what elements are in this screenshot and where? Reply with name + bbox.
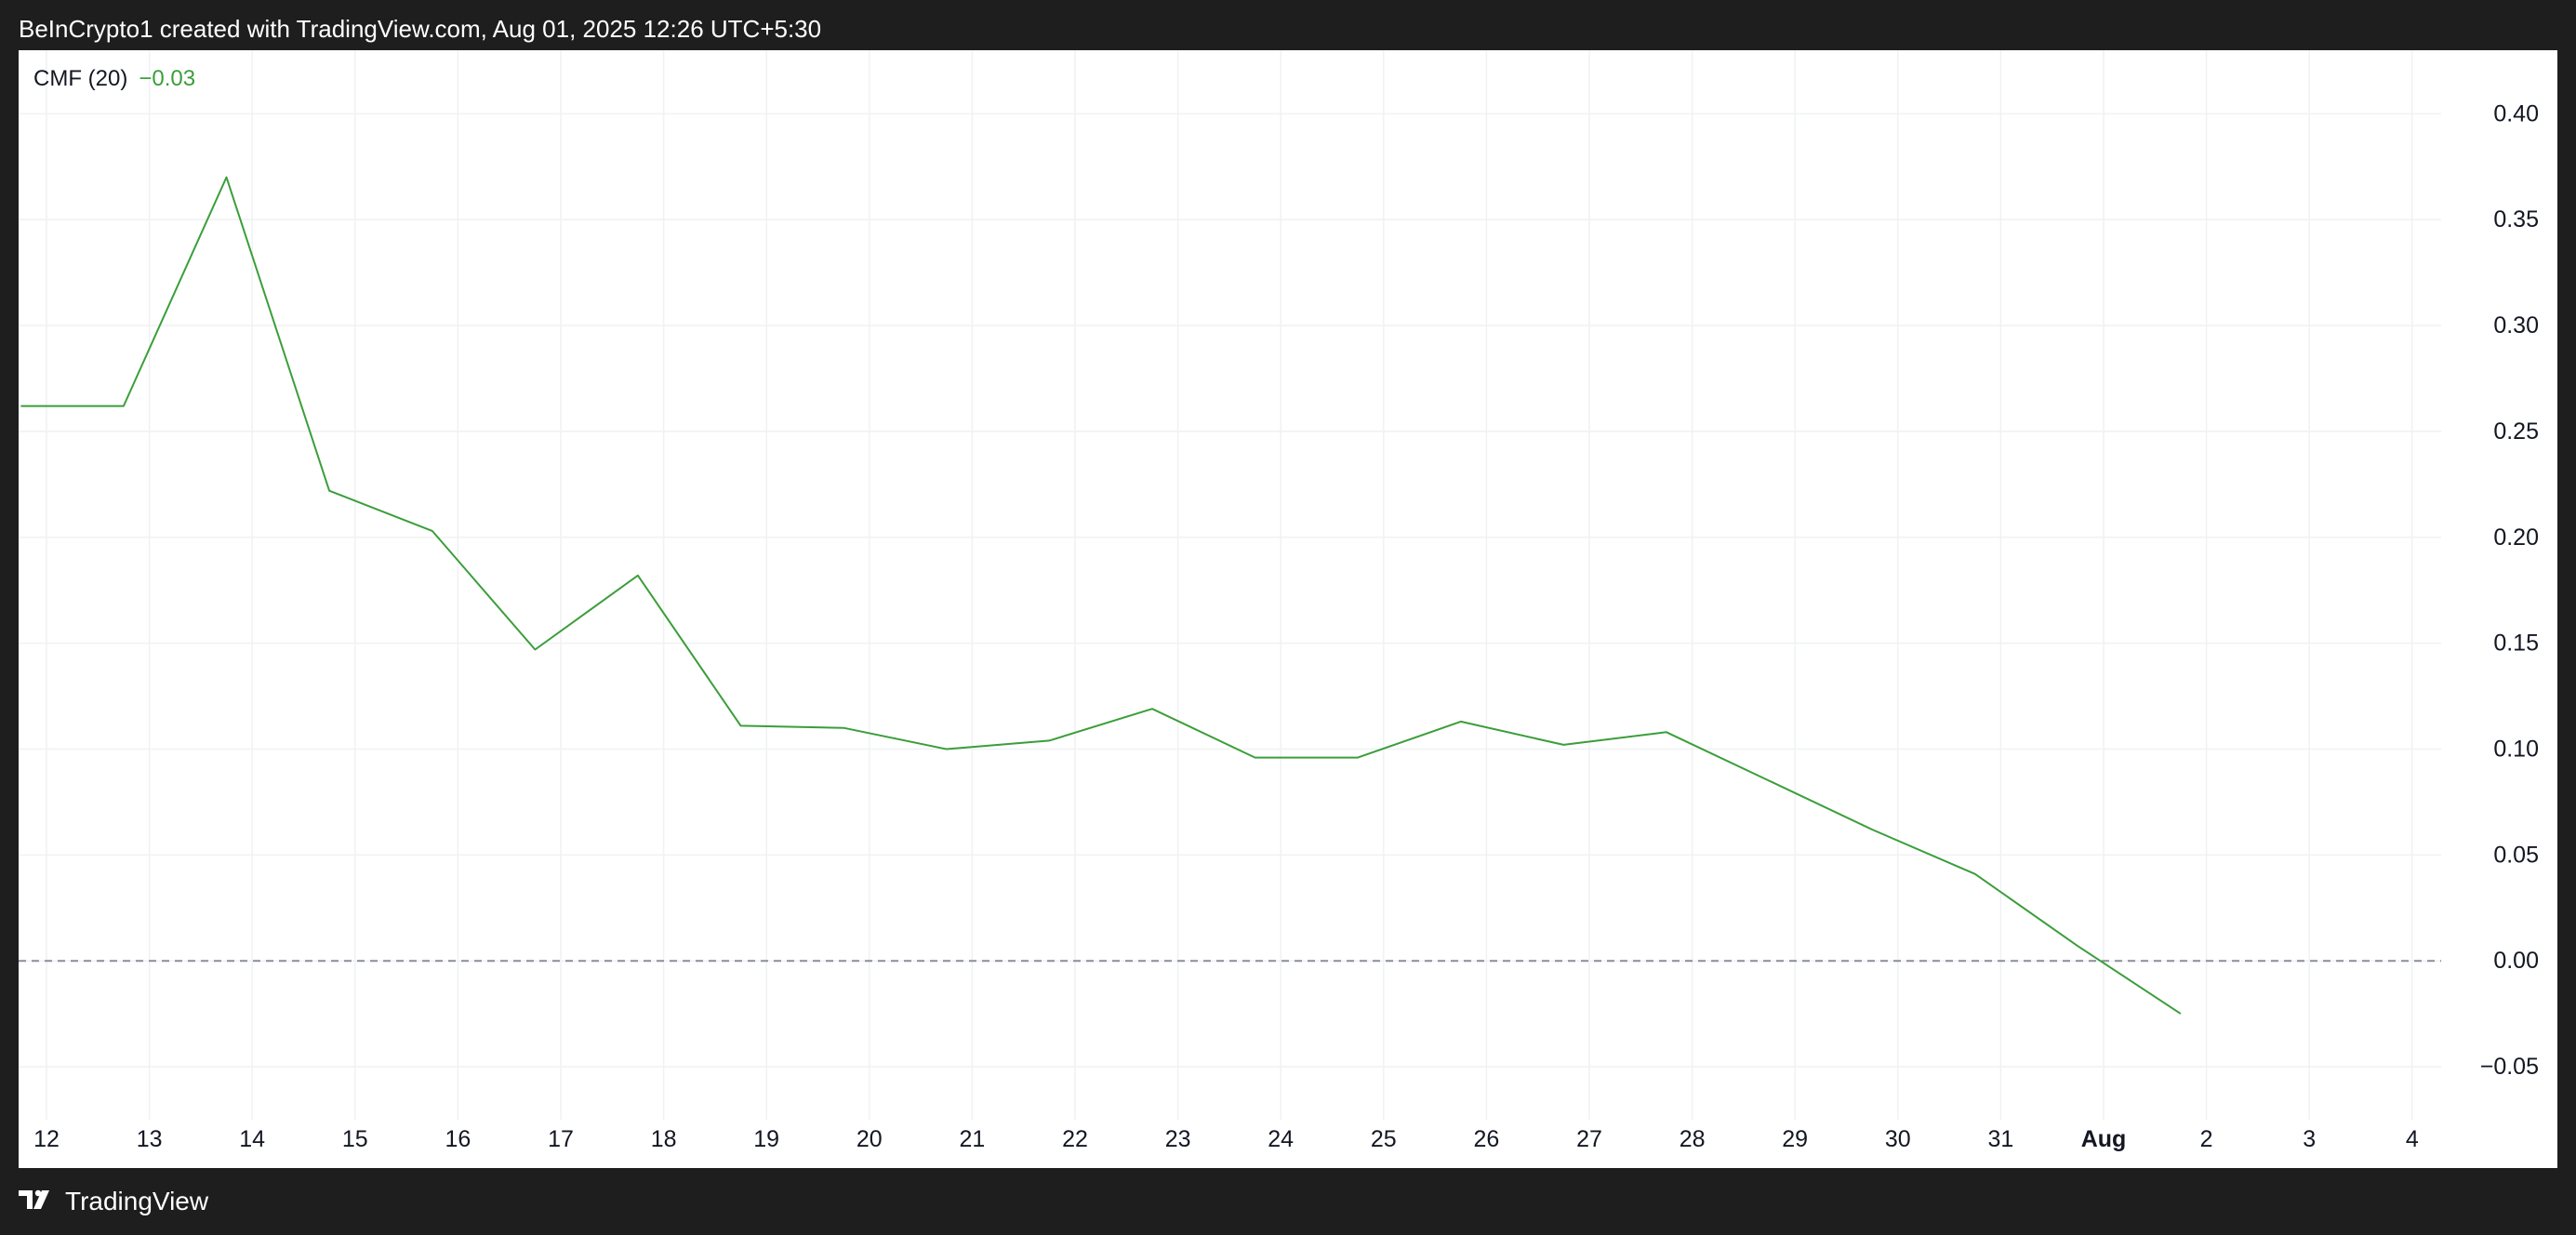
x-tick-label: 27 <box>1576 1126 1602 1152</box>
y-tick-label: 0.05 <box>2493 842 2539 868</box>
x-tick-label: 22 <box>1062 1126 1088 1152</box>
legend-indicator-value: −0.03 <box>139 66 196 91</box>
x-tick-label: 30 <box>1885 1126 1911 1152</box>
top-caption-bar: BeInCrypto1 created with TradingView.com… <box>0 0 2576 50</box>
legend-indicator-name: CMF (20) <box>33 66 128 91</box>
x-tick-label: 4 <box>2406 1126 2419 1152</box>
x-tick-label: 29 <box>1782 1126 1808 1152</box>
tradingview-brand-text: TradingView <box>65 1187 209 1215</box>
x-tick-label: 16 <box>445 1126 471 1152</box>
cmf-chart[interactable]: 0.40 0.35 0.30 0.25 0.20 0.15 0.10 0.05 0.00 −0.0… <box>19 50 2557 1168</box>
x-tick-label: 12 <box>33 1126 60 1152</box>
y-tick-label: 0.10 <box>2493 736 2539 762</box>
y-tick-label: 0.25 <box>2493 418 2539 445</box>
x-tick-label: 20 <box>856 1126 883 1152</box>
x-tick-label: 31 <box>1987 1126 2013 1152</box>
x-tick-label: 17 <box>548 1126 574 1152</box>
y-tick-label: 0.00 <box>2493 948 2539 974</box>
x-tick-label: Aug <box>2081 1126 2127 1152</box>
x-tick-label: 14 <box>239 1126 265 1152</box>
x-tick-label: 18 <box>651 1126 677 1152</box>
x-tick-label: 28 <box>1680 1126 1706 1152</box>
x-tick-label: 13 <box>137 1126 163 1152</box>
x-tick-label: 23 <box>1165 1126 1191 1152</box>
x-tick-label: 21 <box>959 1126 985 1152</box>
x-tick-label: 15 <box>342 1126 368 1152</box>
tradingview-brand[interactable]: TradingView <box>19 1187 208 1216</box>
bottom-brand-bar: TradingView <box>0 1168 2576 1235</box>
x-tick-label: 3 <box>2303 1126 2316 1152</box>
x-tick-label: 25 <box>1371 1126 1397 1152</box>
y-tick-label: −0.05 <box>2480 1054 2539 1080</box>
x-tick-label: 2 <box>2200 1126 2213 1152</box>
indicator-legend[interactable]: CMF (20) −0.03 <box>33 65 195 93</box>
y-tick-label: 0.20 <box>2493 525 2539 551</box>
y-tick-label: 0.15 <box>2493 631 2539 657</box>
y-tick-label: 0.35 <box>2493 206 2539 232</box>
y-tick-label: 0.30 <box>2493 312 2539 339</box>
x-tick-label: 26 <box>1473 1126 1499 1152</box>
x-tick-label: 19 <box>753 1126 779 1152</box>
x-tick-label: 24 <box>1268 1126 1294 1152</box>
cmf-series-line <box>20 176 2182 1015</box>
chart-caption: BeInCrypto1 created with TradingView.com… <box>19 15 822 43</box>
chart-panel[interactable]: 0.40 0.35 0.30 0.25 0.20 0.15 0.10 0.05 0.00 −0.0… <box>19 50 2557 1168</box>
y-tick-label: 0.40 <box>2493 100 2539 126</box>
tradingview-logo-icon <box>19 1189 56 1215</box>
